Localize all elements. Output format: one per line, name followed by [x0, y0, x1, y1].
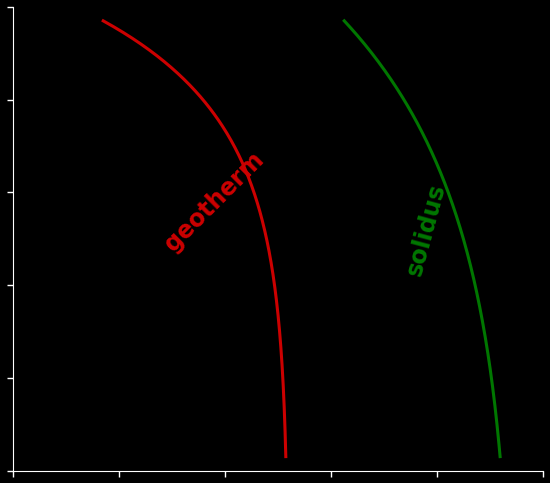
Text: solidus: solidus — [403, 181, 450, 278]
Text: geotherm: geotherm — [160, 147, 268, 256]
